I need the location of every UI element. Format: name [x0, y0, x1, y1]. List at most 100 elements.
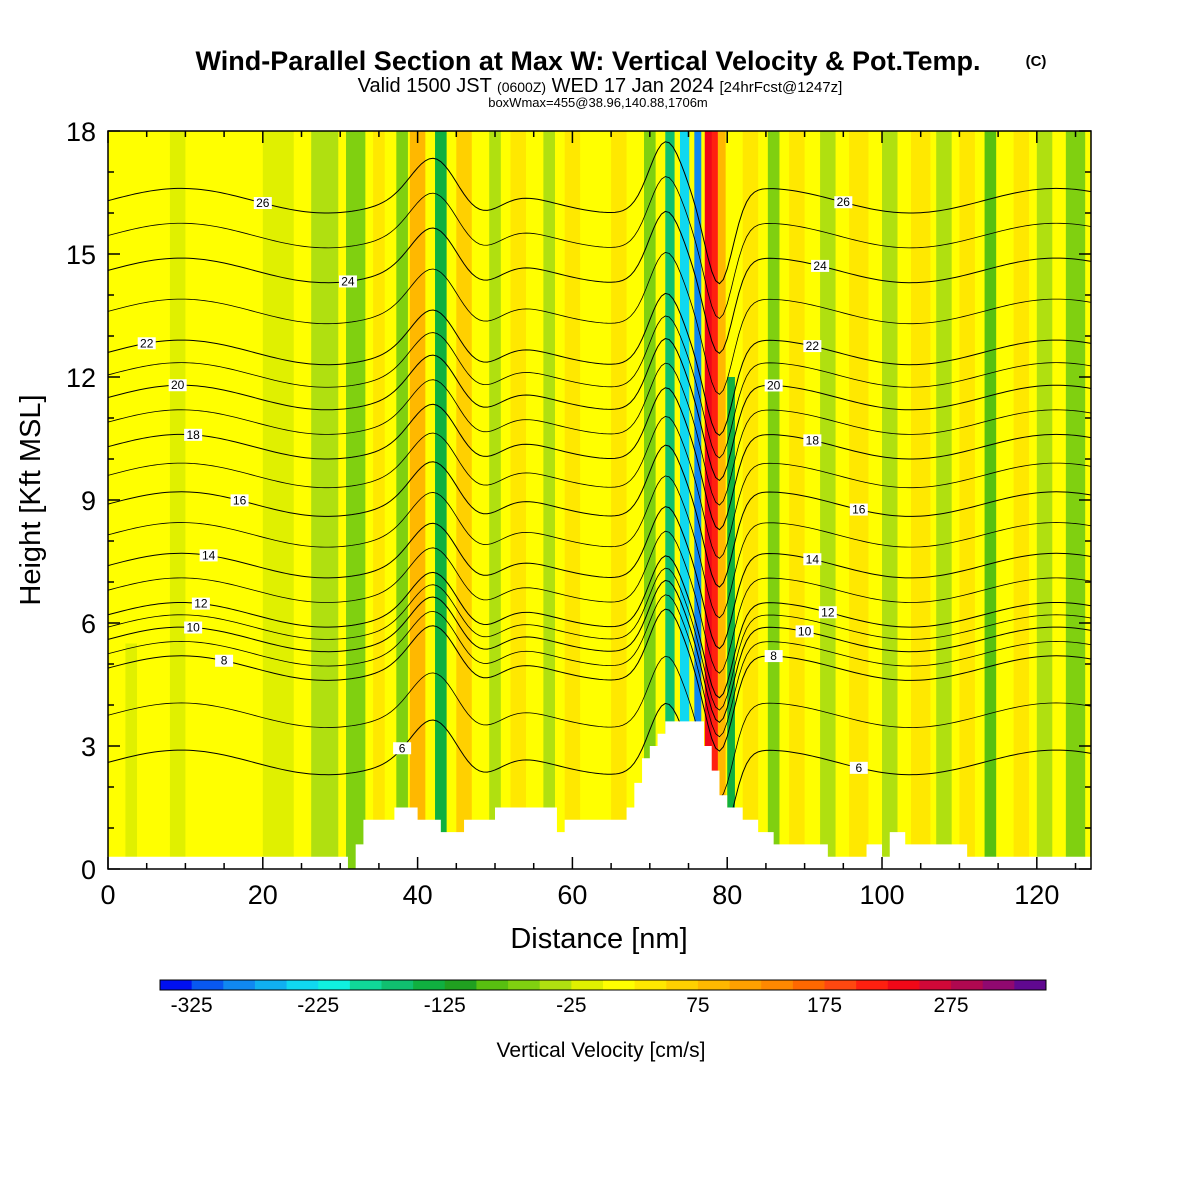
colorbar-swatch [571, 980, 604, 990]
contour-label: 8 [221, 654, 228, 668]
contour-label: 16 [233, 493, 247, 507]
velocity-band [882, 131, 898, 869]
velocity-band [396, 131, 408, 869]
velocity-band [373, 131, 385, 869]
colorbar-swatch [919, 980, 952, 990]
colorbar-swatch [508, 980, 541, 990]
velocity-band [694, 131, 702, 869]
colorbar-swatch [318, 980, 351, 990]
contour-label: 24 [813, 259, 827, 273]
colorbar-swatch [381, 980, 414, 990]
contour-label-bg [834, 196, 853, 209]
contour-label-bg [795, 625, 814, 638]
velocity-band [704, 131, 713, 869]
copyright-mark: (C) [1026, 53, 1047, 70]
contour-label-bg [215, 654, 234, 667]
colorbar-tick-label: -325 [171, 994, 213, 1017]
colorbar-swatch [824, 980, 857, 990]
contour-label: 24 [341, 274, 355, 288]
theta-contour [108, 176, 1091, 320]
velocity-band [456, 131, 472, 869]
colorbar-swatch [413, 980, 446, 990]
contour-label-bg [849, 503, 868, 516]
colorbar-swatch [160, 980, 193, 990]
contour-label: 6 [855, 761, 862, 775]
contour-label-bg [764, 379, 783, 392]
colorbar-swatch [697, 980, 731, 990]
velocity-band [489, 131, 501, 869]
colorbar-label: Vertical Velocity [cm/s] [497, 1039, 706, 1062]
colorbar-swatch [729, 980, 762, 990]
valid-zulu: (0600Z) [497, 79, 546, 95]
contour-labels: 6 6 8 8 10 10 12 12 14 14 16 16 18 18 20 20 22 22 24 24 26 26 [137, 195, 868, 775]
x-tick-label: 80 [712, 880, 742, 910]
x-tick-label: 100 [859, 880, 904, 910]
velocity-band [911, 131, 931, 869]
theta-contour [108, 141, 1091, 285]
velocity-shading [108, 131, 1086, 869]
y-tick-label: 15 [66, 240, 96, 270]
theta-contour [108, 252, 1091, 395]
theta-contour [108, 702, 1091, 847]
contour-label-bg [137, 337, 156, 350]
contour-label-bg [184, 428, 203, 441]
velocity-band [1036, 131, 1053, 869]
contour-label: 22 [140, 336, 154, 350]
colorbar: -325 -225 -125 -25 75 175 275 [159, 979, 1047, 1017]
x-tick-label: 40 [403, 880, 433, 910]
contour-label: 10 [798, 624, 812, 638]
chart-title: Wind-Parallel Section at Max W: Vertical… [196, 46, 981, 76]
theta-contour [108, 475, 1091, 619]
contour-label-bg [393, 742, 412, 755]
colorbar-tick-label: -125 [424, 994, 466, 1017]
velocity-band [820, 131, 836, 869]
contour-label: 12 [821, 605, 835, 619]
y-axis-label: Height [Kft MSL] [15, 394, 47, 605]
contour-label: 18 [186, 428, 200, 442]
contour-label-bg [338, 275, 357, 288]
contour-label: 26 [256, 196, 270, 210]
colorbar-tick-label: -225 [297, 994, 339, 1017]
velocity-band [767, 131, 780, 869]
colorbar-swatch [349, 980, 382, 990]
contour-label-bg [764, 650, 783, 663]
contour-label: 14 [202, 548, 216, 562]
colorbar-swatch [856, 980, 889, 990]
velocity-band [611, 131, 627, 869]
velocity-band [543, 131, 555, 869]
contour-label: 26 [837, 195, 851, 209]
velocity-band [665, 131, 675, 869]
theta-contour [108, 210, 1091, 355]
contour-label-bg [168, 379, 187, 392]
theta-contours [108, 141, 1091, 847]
colorbar-swatch [191, 980, 224, 990]
velocity-band [409, 131, 426, 869]
contour-label-bg [191, 597, 210, 610]
contour-label: 6 [399, 741, 406, 755]
colorbar-swatch [982, 980, 1015, 990]
contour-label: 16 [852, 503, 866, 517]
velocity-band [262, 131, 294, 869]
contour-label-bg [803, 553, 822, 566]
y-tick-label: 12 [66, 363, 96, 393]
velocity-band [346, 131, 366, 869]
contour-label-bg [230, 494, 249, 507]
velocity-band [510, 131, 526, 869]
theta-contour [108, 506, 1091, 650]
velocity-band [849, 131, 869, 869]
contour-label-bg [818, 606, 837, 619]
y-axis: 0 3 6 9 12 15 18 [66, 117, 1091, 885]
velocity-band [311, 131, 339, 869]
colorbar-swatch [476, 980, 509, 990]
y-tick-label: 9 [81, 486, 96, 516]
theta-contour [108, 555, 1091, 699]
x-axis: 0 20 40 60 80 100 120 [100, 131, 1077, 910]
contour-label-bg [184, 621, 203, 634]
velocity-band [1013, 131, 1030, 869]
y-tick-label: 3 [81, 732, 96, 762]
colorbar-swatch [792, 980, 825, 990]
theta-contour [108, 315, 1091, 459]
theta-contour [108, 530, 1091, 674]
colorbar-tick-label: -25 [556, 994, 586, 1017]
theta-contour [108, 362, 1091, 506]
